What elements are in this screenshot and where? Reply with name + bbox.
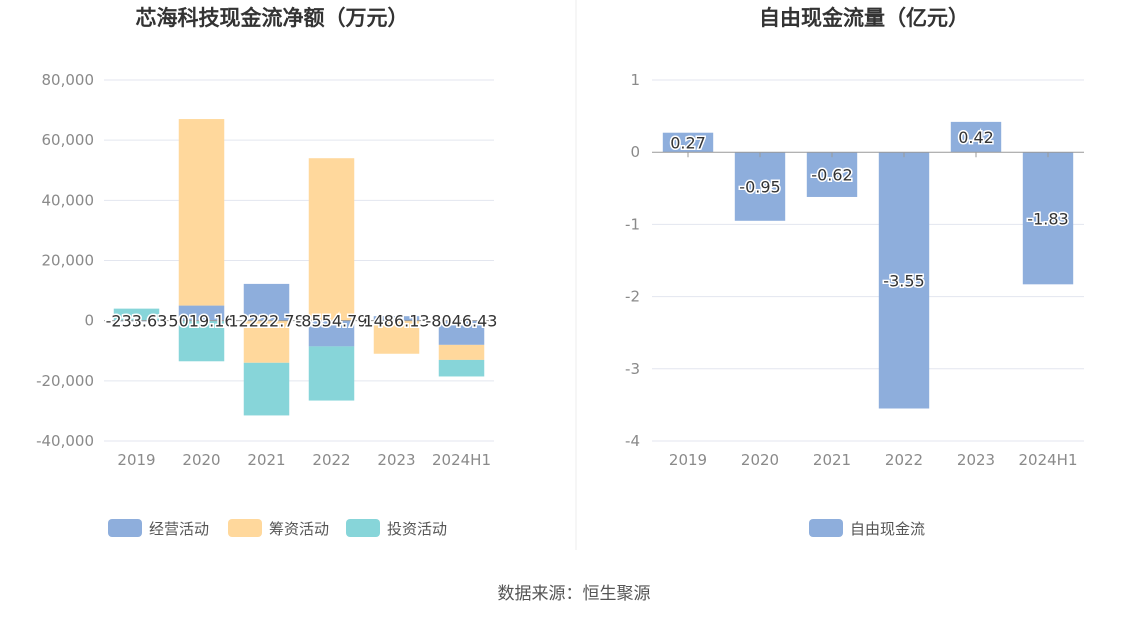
- data-source-label: 数据来源：恒生聚源: [498, 584, 651, 604]
- x-tick-label: 2023: [957, 451, 995, 469]
- x-tick-label: 2024H1: [432, 451, 491, 469]
- bar[interactable]: [878, 152, 930, 409]
- data-label: -3.55: [883, 271, 924, 290]
- left-data-labels: -233.63 5019.1612222.78-8554.791486.13-80…: [104, 310, 499, 332]
- bar[interactable]: [178, 119, 225, 306]
- data-label: 5019.16: [168, 312, 234, 331]
- bar[interactable]: [178, 305, 225, 321]
- y-tick-label: 0: [84, 312, 94, 330]
- legend-item-financing[interactable]: 筹资活动: [228, 519, 329, 538]
- legend-item-fcf[interactable]: 自由现金流: [809, 519, 925, 538]
- right-axis: -4 -3 -2 -1 0 1 2019 2020 2021 2022 2023 2024H1: [625, 71, 1084, 469]
- x-tick-label: 2022: [885, 451, 923, 469]
- bar[interactable]: [243, 320, 290, 363]
- y-tick-label: -40,000: [36, 432, 94, 450]
- right-legend: 自由现金流: [809, 519, 925, 538]
- x-tick-label: 2020: [741, 451, 779, 469]
- data-label: 0.27: [670, 133, 706, 152]
- x-tick-label: 2023: [377, 451, 415, 469]
- bar[interactable]: [308, 158, 355, 321]
- x-tick-label: 2024H1: [1019, 451, 1078, 469]
- left-legend: 经营活动 筹资活动 投资活动: [108, 519, 447, 538]
- bar[interactable]: [438, 359, 485, 377]
- legend-item-operating[interactable]: 经营活动: [108, 519, 209, 538]
- legend-label-operating: 经营活动: [149, 520, 209, 538]
- data-label: 12222.78: [228, 312, 304, 331]
- y-tick-label: 1: [630, 71, 640, 89]
- y-tick-label: 0: [630, 143, 640, 161]
- legend-item-investing[interactable]: 投资活动: [346, 519, 447, 538]
- bar[interactable]: [243, 283, 290, 321]
- legend-swatch-financing: [228, 519, 262, 537]
- x-tick-label: 2020: [182, 451, 220, 469]
- legend-label-investing: 投资活动: [387, 520, 447, 538]
- data-label: -233.63: [106, 312, 168, 331]
- legend-label-fcf: 自由现金流: [850, 520, 925, 538]
- bar[interactable]: [662, 132, 714, 153]
- data-label: -0.95: [739, 177, 780, 196]
- bar[interactable]: [373, 320, 420, 354]
- y-tick-label: -4: [625, 432, 640, 450]
- data-label: 1486.13: [363, 312, 429, 331]
- right-data-labels: 0.27 -0.95 -0.62 -3.55 0.42 -1.83: [669, 127, 1071, 292]
- data-label: -8554.79: [296, 312, 368, 331]
- data-label: -0.62: [811, 166, 852, 185]
- y-tick-label: -1: [625, 215, 640, 233]
- bar[interactable]: [438, 344, 485, 360]
- legend-swatch-investing: [346, 519, 380, 537]
- y-tick-label: 60,000: [42, 131, 95, 149]
- bar[interactable]: [243, 362, 290, 416]
- bar[interactable]: [1022, 152, 1074, 285]
- left-chart-title: 芯海科技现金流净额（万元）: [136, 6, 409, 30]
- bar[interactable]: [113, 308, 160, 321]
- y-tick-label: -3: [625, 360, 640, 378]
- legend-swatch-operating: [108, 519, 142, 537]
- legend-label-financing: 筹资活动: [269, 520, 329, 538]
- right-chart-title: 自由现金流量（亿元）: [759, 6, 969, 30]
- bar[interactable]: [950, 121, 1002, 153]
- left-bars: [113, 119, 485, 416]
- bar[interactable]: [308, 346, 355, 401]
- y-tick-label: 40,000: [42, 191, 95, 209]
- y-tick-label: -2: [625, 288, 640, 306]
- left-axis: -40,000 -20,000 0 20,000 40,000 60,000 80,000 2…: [36, 71, 494, 469]
- data-label: -8046.43: [426, 312, 498, 331]
- y-tick-label: 20,000: [42, 252, 95, 270]
- legend-swatch-fcf: [809, 519, 843, 537]
- x-tick-label: 2021: [247, 451, 285, 469]
- x-tick-label: 2019: [669, 451, 707, 469]
- right-grid: [652, 79, 1084, 442]
- data-label: -1.83: [1027, 209, 1068, 228]
- bar[interactable]: [734, 152, 786, 221]
- x-tick-label: 2021: [813, 451, 851, 469]
- bar[interactable]: [806, 152, 858, 197]
- bar[interactable]: [373, 316, 420, 321]
- data-label: 0.42: [958, 128, 994, 147]
- x-tick-label: 2019: [117, 451, 155, 469]
- left-grid: [104, 79, 494, 442]
- bar[interactable]: [178, 320, 225, 362]
- y-tick-label: -20,000: [36, 372, 94, 390]
- y-tick-label: 80,000: [42, 71, 95, 89]
- right-bars: [662, 121, 1074, 409]
- x-tick-label: 2022: [312, 451, 350, 469]
